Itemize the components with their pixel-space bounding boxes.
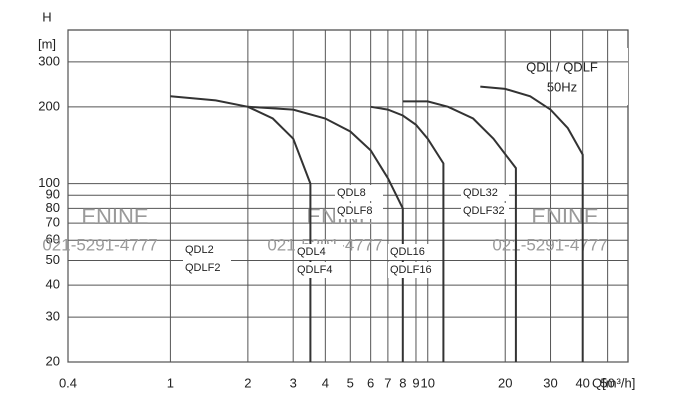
x-tick-label: 30 xyxy=(543,375,557,390)
x-tick-label: 40 xyxy=(575,375,589,390)
curve-label: QDL16 xyxy=(390,246,425,258)
watermark-phone: 021-5291-4777 xyxy=(492,235,607,254)
x-tick-label: 0.4 xyxy=(59,375,77,390)
x-tick-label: 50 xyxy=(600,375,614,390)
curve-label-bg xyxy=(461,185,509,201)
curve-label: QDLF2 xyxy=(185,262,220,274)
curve-label: QDLF4 xyxy=(297,264,332,276)
y-tick-label: 40 xyxy=(46,277,60,292)
curve-label-bg xyxy=(388,244,436,260)
x-tick-label: 9 xyxy=(412,375,419,390)
y-tick-label: 300 xyxy=(38,53,60,68)
curve-label: QDLF16 xyxy=(390,264,432,276)
y-tick-label: 70 xyxy=(46,215,60,230)
x-tick-label: 20 xyxy=(498,375,512,390)
x-axis-label: Q[m³/h] xyxy=(592,375,635,390)
curve-label-bg xyxy=(183,260,231,276)
x-tick-label: 1 xyxy=(167,375,174,390)
pump-curve xyxy=(170,95,312,362)
y-axis-unit: [m] xyxy=(38,36,56,51)
watermark-phone: 021-5291-4777 xyxy=(42,235,157,254)
y-axis-symbol: H xyxy=(42,9,51,24)
curve-label-bg xyxy=(388,262,436,278)
pump-curve xyxy=(247,105,404,362)
curve-label-bg xyxy=(335,185,383,201)
x-tick-label: 2 xyxy=(244,375,251,390)
x-tick-label: 3 xyxy=(290,375,297,390)
y-tick-label: 200 xyxy=(38,98,60,113)
curve-label-bg xyxy=(183,242,231,258)
y-tick-label: 30 xyxy=(46,309,60,324)
x-tick-label: 8 xyxy=(399,375,406,390)
curve-label-bg xyxy=(295,262,343,278)
curve-label-bg xyxy=(335,203,383,219)
x-tick-label: 5 xyxy=(347,375,354,390)
x-tick-label: 6 xyxy=(367,375,374,390)
curve-label: QDL2 xyxy=(185,244,214,256)
watermark-text: ENINE xyxy=(531,204,598,229)
y-tick-label: 90 xyxy=(46,187,60,202)
y-tick-label: 80 xyxy=(46,200,60,215)
y-tick-label: 60 xyxy=(46,232,60,247)
curve-label: QDLF32 xyxy=(463,205,505,217)
pump-curve xyxy=(370,105,445,362)
title-box xyxy=(505,48,628,105)
watermark-text: ENINE xyxy=(81,204,148,229)
curve-label: QDL4 xyxy=(297,246,326,258)
x-tick-label: 10 xyxy=(421,375,435,390)
chart-subtitle: 50Hz xyxy=(547,79,577,94)
pump-curve xyxy=(402,100,517,362)
curve-label: QDL8 xyxy=(337,187,366,199)
curve-label-bg xyxy=(295,244,343,260)
y-tick-label: 100 xyxy=(38,175,60,190)
x-tick-label: 4 xyxy=(322,375,329,390)
x-tick-label: 7 xyxy=(384,375,391,390)
curve-label: QDL32 xyxy=(463,187,498,199)
y-tick-label: 50 xyxy=(46,252,60,267)
curve-label: QDLF8 xyxy=(337,205,372,217)
curve-label-bg xyxy=(461,203,509,219)
chart-title: QDL / QDLF xyxy=(526,59,598,74)
y-tick-label: 20 xyxy=(46,353,60,368)
pump-curve xyxy=(480,85,584,362)
